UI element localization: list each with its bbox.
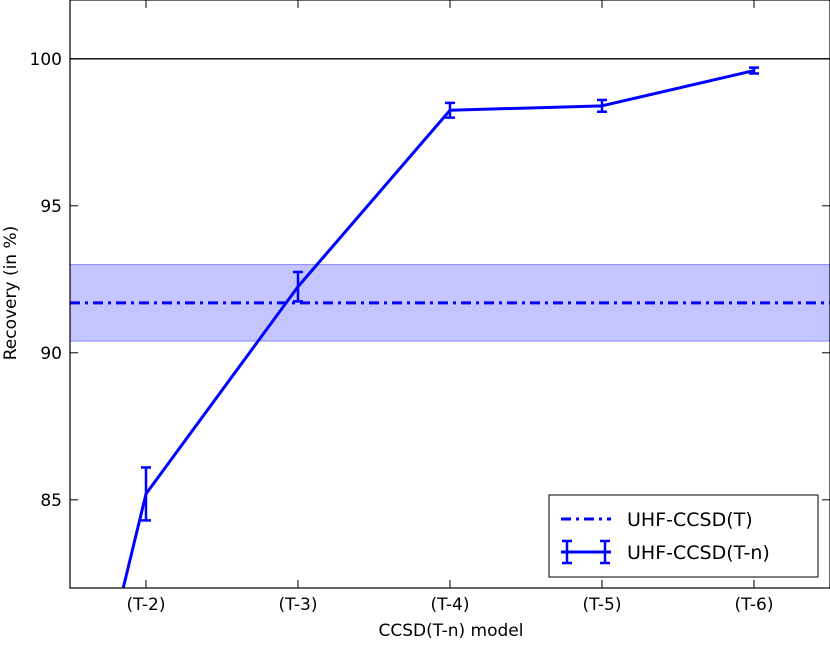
- legend-swatch-uhf-ccsd-t-n: [561, 539, 611, 565]
- y-tick-label: 85: [40, 491, 62, 511]
- error-bar-t-2: [141, 466, 151, 522]
- x-tick-label: (T-4): [430, 595, 469, 615]
- error-bar-t-4: [445, 101, 455, 119]
- error-bar-t-3: [293, 270, 303, 303]
- legend: UHF-CCSD(T) UHF-CCSD(T-n): [548, 494, 819, 578]
- band-layer: [70, 264, 830, 342]
- error-bar-t-6: [749, 66, 759, 75]
- series-layer: [70, 66, 830, 588]
- y-tick-label: 100: [30, 50, 62, 70]
- x-axis-label: CCSD(T-n) model: [379, 621, 524, 641]
- x-tick-label: (T-5): [582, 595, 621, 615]
- error-bar-t-5: [597, 98, 607, 113]
- legend-box: [548, 494, 819, 578]
- uhf-ccsd-t-band: [70, 264, 830, 342]
- x-tick-label: (T-2): [126, 595, 165, 615]
- ticks-layer: 85 90 95 100 (T-2) (T-3) (T-4) (T-5) (T-6): [30, 0, 830, 615]
- legend-label-uhf-ccsd-t: UHF-CCSD(T): [627, 509, 753, 531]
- x-tick-label: (T-6): [734, 595, 773, 615]
- y-tick-label: 95: [40, 197, 62, 217]
- x-tick-label: (T-3): [278, 595, 317, 615]
- y-axis-label: Recovery (in %): [1, 226, 21, 361]
- y-tick-label: 90: [40, 344, 62, 364]
- legend-label-uhf-ccsd-t-n: UHF-CCSD(T-n): [627, 542, 770, 564]
- uhf-ccsd-t-n-line: [121, 69, 755, 588]
